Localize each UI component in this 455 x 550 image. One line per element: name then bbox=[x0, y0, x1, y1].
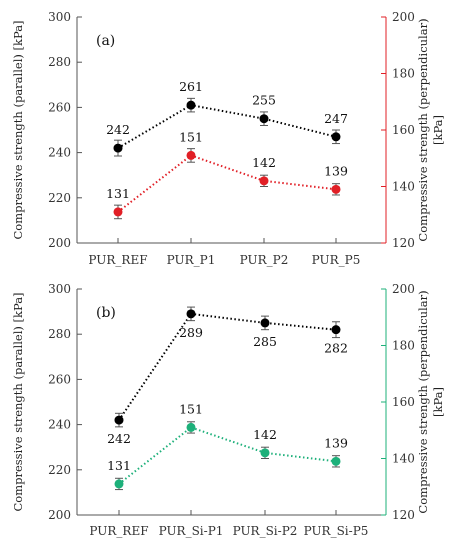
data-point bbox=[186, 309, 196, 319]
left-y-axis-title: Compressive strength (parallel) [kPa] bbox=[11, 292, 25, 511]
data-label: 131 bbox=[107, 458, 131, 473]
data-label: 242 bbox=[107, 431, 131, 446]
right-y-axis-title: [kPa] bbox=[431, 115, 445, 145]
left-y-tick-label: 200 bbox=[48, 236, 71, 250]
data-point bbox=[186, 150, 196, 160]
right-y-tick-label: 140 bbox=[392, 180, 415, 194]
right-y-tick-label: 120 bbox=[392, 236, 415, 250]
data-label: 255 bbox=[252, 93, 276, 108]
data-label: 151 bbox=[179, 129, 203, 144]
data-label: 242 bbox=[106, 122, 130, 137]
data-point bbox=[259, 114, 269, 124]
left-y-tick-label: 260 bbox=[48, 100, 71, 114]
left-y-tick-label: 300 bbox=[48, 282, 71, 296]
x-tick-label: PUR_REF bbox=[89, 524, 148, 538]
data-point bbox=[331, 325, 341, 335]
data-label: 139 bbox=[324, 435, 348, 450]
x-tick-label: PUR_Si-P5 bbox=[304, 524, 369, 538]
series-line-right bbox=[117, 154, 337, 213]
left-y-tick-label: 280 bbox=[48, 55, 71, 69]
right-y-axis-title: Compressive strength (perpendicular) bbox=[416, 290, 430, 513]
data-label: 282 bbox=[324, 341, 348, 356]
right-y-tick-label: 200 bbox=[392, 10, 415, 24]
left-y-tick-label: 240 bbox=[48, 146, 71, 160]
data-label: 139 bbox=[324, 163, 348, 178]
left-y-tick-label: 300 bbox=[48, 10, 71, 24]
data-label: 142 bbox=[253, 427, 277, 442]
data-label: 151 bbox=[179, 401, 203, 416]
right-y-tick-label: 140 bbox=[392, 452, 415, 466]
data-point bbox=[186, 422, 196, 432]
chart-panel-a: 200 220 240 260 280 300 120 140 160 180 200 PUR_REF… bbox=[11, 10, 445, 267]
right-y-axis-title: Compressive strength (perpendicular) bbox=[416, 18, 430, 241]
data-label: 289 bbox=[179, 325, 203, 340]
left-y-tick-label: 200 bbox=[48, 508, 71, 522]
data-point bbox=[331, 456, 341, 466]
left-y-tick-label: 220 bbox=[48, 191, 71, 205]
x-tick-label: PUR_Si-P1 bbox=[159, 524, 224, 538]
right-y-tick-label: 200 bbox=[392, 282, 415, 296]
x-tick-label: PUR_REF bbox=[88, 253, 147, 267]
x-tick-label: PUR_P1 bbox=[167, 253, 216, 267]
data-label: 261 bbox=[179, 79, 203, 94]
left-y-tick-label: 260 bbox=[48, 372, 71, 386]
panel-label: (b) bbox=[96, 305, 116, 321]
right-y-tick-label: 160 bbox=[392, 395, 415, 409]
data-label: 247 bbox=[324, 111, 348, 126]
right-y-axis-title: [kPa] bbox=[431, 387, 445, 417]
right-y-tick-label: 180 bbox=[392, 339, 415, 353]
x-tick-label: PUR_Si-P2 bbox=[233, 524, 298, 538]
x-tick-label: PUR_P2 bbox=[240, 253, 289, 267]
x-tick-label: PUR_P5 bbox=[312, 253, 361, 267]
data-point bbox=[260, 448, 270, 458]
data-point bbox=[113, 143, 123, 153]
left-y-tick-label: 240 bbox=[48, 418, 71, 432]
right-y-tick-label: 180 bbox=[392, 67, 415, 81]
data-point bbox=[114, 415, 124, 425]
data-label: 131 bbox=[106, 186, 130, 201]
data-point bbox=[114, 479, 124, 489]
data-point bbox=[186, 100, 196, 110]
data-point bbox=[331, 184, 341, 194]
data-label: 285 bbox=[253, 334, 277, 349]
left-y-axis-title: Compressive strength (parallel) [kPa] bbox=[11, 20, 25, 239]
chart-panel-b: 200 220 240 260 280 300 120 140 160 180 200 PUR_REF… bbox=[11, 282, 445, 538]
data-point bbox=[259, 176, 269, 186]
right-y-tick-label: 160 bbox=[392, 123, 415, 137]
data-label: 142 bbox=[252, 155, 276, 170]
data-point bbox=[113, 207, 123, 217]
data-point bbox=[260, 318, 270, 328]
series-line-left bbox=[117, 104, 337, 149]
data-point bbox=[331, 132, 341, 142]
series-line-right bbox=[118, 426, 337, 485]
panel-label: (a) bbox=[96, 33, 115, 49]
series-line-left bbox=[118, 312, 337, 421]
left-y-tick-label: 280 bbox=[48, 327, 71, 341]
right-y-tick-label: 120 bbox=[392, 508, 415, 522]
left-y-tick-label: 220 bbox=[48, 463, 71, 477]
